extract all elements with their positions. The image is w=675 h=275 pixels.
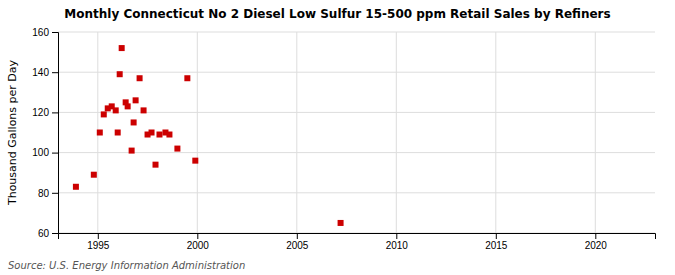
tick-label: 2005	[286, 240, 309, 251]
tick-mark	[52, 193, 58, 194]
point	[113, 107, 119, 113]
point	[133, 97, 139, 103]
point	[153, 162, 159, 168]
tick: 2010	[386, 233, 409, 251]
y-axis: 60 80 100 120 140 160	[32, 27, 58, 239]
axis-line	[59, 234, 656, 240]
grid-line	[595, 32, 596, 233]
tick: 60	[38, 228, 58, 239]
tick-label: 160	[32, 27, 49, 38]
tick-label: 60	[38, 228, 50, 239]
point	[131, 119, 137, 125]
axis-line	[52, 33, 59, 234]
point	[91, 172, 97, 178]
tick: 2005	[286, 233, 309, 251]
point	[73, 184, 79, 190]
tick-mark	[297, 233, 298, 239]
tick-label: 140	[32, 67, 49, 78]
points	[73, 45, 344, 226]
point	[101, 111, 107, 117]
tick-label: 1995	[87, 240, 110, 251]
y-axis-label: Thousand Gallons per Day	[6, 59, 19, 206]
tick-label: 100	[32, 147, 49, 158]
grid-line	[296, 32, 297, 233]
point	[184, 75, 190, 81]
title: Monthly Connecticut No 2 Diesel Low Sulf…	[64, 7, 610, 21]
point	[174, 146, 180, 152]
tick-mark	[496, 233, 497, 239]
tick-mark	[98, 233, 99, 239]
tick: 160	[32, 27, 58, 38]
tick-mark	[52, 233, 58, 234]
point	[129, 148, 135, 154]
tick-mark	[595, 233, 596, 239]
point	[97, 130, 103, 136]
tick-label: 120	[32, 107, 49, 118]
tick-mark	[197, 233, 198, 239]
point	[125, 103, 131, 109]
tick-mark	[396, 233, 397, 239]
grid-line	[58, 192, 655, 193]
annotation: Source: U.S. Energy Information Administ…	[8, 260, 245, 271]
chart: 1995 2000 2005 2010 2015 2020 60 80 100 120 140 160…	[0, 0, 675, 275]
grid-line	[58, 72, 655, 73]
point	[115, 130, 121, 136]
tick-mark	[52, 112, 58, 113]
tick: 1995	[87, 233, 110, 251]
point	[149, 130, 155, 136]
tick: 140	[32, 67, 58, 78]
point	[137, 75, 143, 81]
grid-line	[197, 32, 198, 233]
tick: 80	[38, 188, 58, 199]
point	[192, 158, 198, 164]
tick: 100	[32, 147, 58, 158]
tick: 2015	[485, 233, 508, 251]
tick-label: 2000	[187, 240, 210, 251]
tick-mark	[52, 72, 58, 73]
tick-label: 80	[38, 188, 50, 199]
grid-line	[58, 152, 655, 153]
point	[156, 132, 162, 138]
tick-label: 2010	[386, 240, 409, 251]
plot: 1995 2000 2005 2010 2015 2020 60 80 100 120 140 160	[32, 27, 655, 251]
tick: 2000	[187, 233, 210, 251]
tick: 120	[32, 107, 58, 118]
point	[166, 132, 172, 138]
grid	[58, 32, 655, 233]
tick-mark	[52, 32, 58, 33]
point	[119, 45, 125, 51]
point	[338, 220, 344, 226]
grid-line	[58, 112, 655, 113]
grid-line	[495, 32, 496, 233]
point	[117, 71, 123, 77]
grid-line	[396, 32, 397, 233]
tick-label: 2020	[585, 240, 608, 251]
tick: 2020	[585, 233, 608, 251]
tick-mark	[52, 153, 58, 154]
grid-line	[58, 32, 655, 33]
tick-label: 2015	[485, 240, 508, 251]
x-axis: 1995 2000 2005 2010 2015 2020	[59, 233, 656, 251]
point	[141, 107, 147, 113]
